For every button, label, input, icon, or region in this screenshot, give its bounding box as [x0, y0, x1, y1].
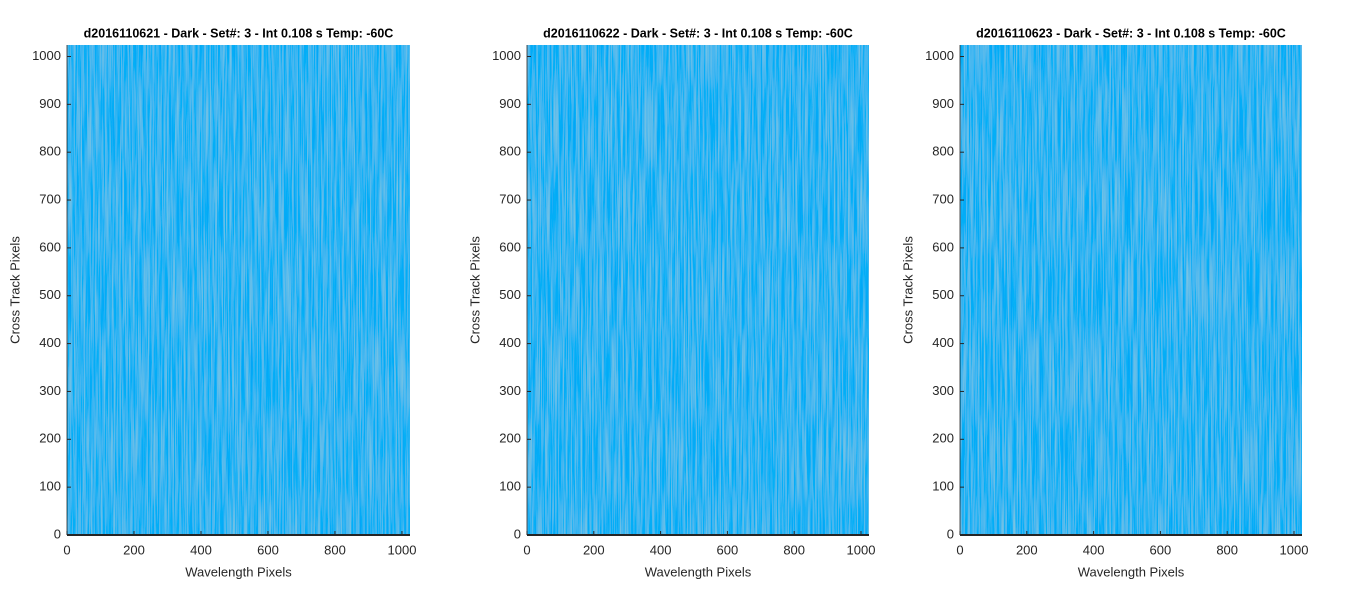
y-axis-label: Cross Track Pixels: [467, 236, 482, 344]
x-tick-label: 0: [63, 542, 70, 557]
y-tick-label: 800: [932, 144, 954, 159]
y-tick-label: 400: [499, 335, 521, 350]
y-tick-label: 900: [932, 96, 954, 111]
x-tick-label: 0: [956, 542, 963, 557]
y-tick-label: 1000: [925, 48, 954, 63]
y-tick-label: 300: [932, 383, 954, 398]
y-tick-label: 0: [54, 526, 61, 541]
y-tick-label: 0: [947, 526, 954, 541]
y-tick-label: 700: [932, 191, 954, 206]
y-tick-label: 400: [932, 335, 954, 350]
chart-title: d2016110623 - Dark - Set#: 3 - Int 0.108…: [976, 26, 1286, 40]
y-tick-label: 200: [499, 431, 521, 446]
y-tick-label: 500: [499, 287, 521, 302]
y-tick-label: 600: [39, 239, 61, 254]
y-tick-label: 0: [514, 526, 521, 541]
y-tick-label: 300: [499, 383, 521, 398]
y-tick-label: 800: [499, 144, 521, 159]
x-axis-label: Wavelength Pixels: [645, 564, 752, 579]
heatmap-texture: [527, 45, 869, 535]
x-tick-label: 800: [1216, 542, 1238, 557]
y-tick-label: 400: [39, 335, 61, 350]
heatmap-texture: [960, 45, 1302, 535]
x-tick-label: 0: [523, 542, 530, 557]
x-tick-label: 1000: [388, 542, 417, 557]
x-tick-label: 200: [123, 542, 145, 557]
x-tick-label: 1000: [847, 542, 876, 557]
x-tick-label: 400: [650, 542, 672, 557]
x-axis-label: Wavelength Pixels: [1078, 564, 1185, 579]
heatmap-texture: [67, 45, 410, 535]
y-tick-label: 100: [932, 479, 954, 494]
y-tick-label: 500: [932, 287, 954, 302]
x-tick-label: 400: [190, 542, 212, 557]
y-tick-label: 1000: [492, 48, 521, 63]
y-tick-label: 500: [39, 287, 61, 302]
y-tick-label: 200: [39, 431, 61, 446]
x-tick-label: 1000: [1280, 542, 1309, 557]
y-tick-label: 800: [39, 144, 61, 159]
y-tick-label: 700: [39, 191, 61, 206]
y-tick-label: 600: [932, 239, 954, 254]
x-tick-label: 200: [583, 542, 605, 557]
x-axis-label: Wavelength Pixels: [185, 564, 292, 579]
y-tick-label: 200: [932, 431, 954, 446]
chart-title: d2016110621 - Dark - Set#: 3 - Int 0.108…: [84, 26, 394, 40]
x-tick-label: 600: [1150, 542, 1172, 557]
x-tick-label: 400: [1083, 542, 1105, 557]
x-tick-label: 200: [1016, 542, 1038, 557]
x-tick-label: 600: [257, 542, 279, 557]
y-tick-label: 600: [499, 239, 521, 254]
y-tick-label: 100: [39, 479, 61, 494]
y-axis-label: Cross Track Pixels: [7, 236, 22, 344]
y-tick-label: 900: [39, 96, 61, 111]
y-tick-label: 700: [499, 191, 521, 206]
y-tick-label: 100: [499, 479, 521, 494]
x-tick-label: 800: [324, 542, 346, 557]
y-tick-label: 900: [499, 96, 521, 111]
y-tick-label: 1000: [32, 48, 61, 63]
y-axis-label: Cross Track Pixels: [900, 236, 915, 344]
chart-title: d2016110622 - Dark - Set#: 3 - Int 0.108…: [543, 26, 853, 40]
y-tick-label: 300: [39, 383, 61, 398]
x-tick-label: 600: [717, 542, 739, 557]
x-tick-label: 800: [783, 542, 805, 557]
